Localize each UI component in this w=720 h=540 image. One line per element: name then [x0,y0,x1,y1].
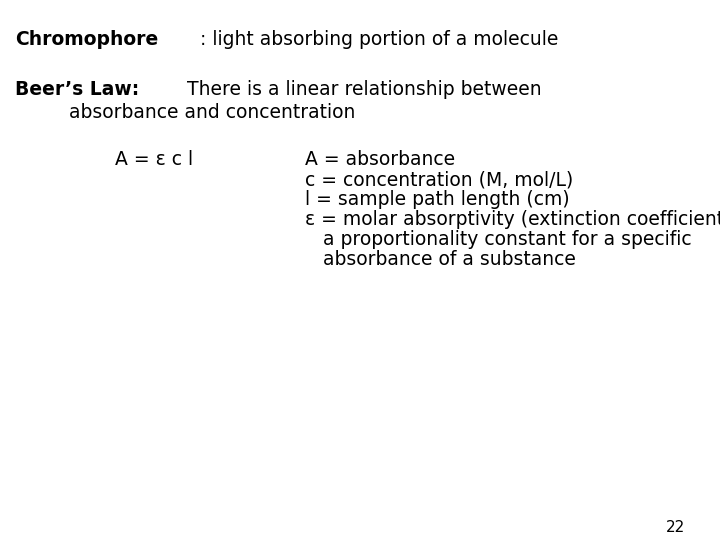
Text: A = ε c l: A = ε c l [85,150,193,169]
Text: Beer’s Law:: Beer’s Law: [15,80,139,99]
Text: c = concentration (M, mol/L): c = concentration (M, mol/L) [305,170,573,189]
Text: l = sample path length (cm): l = sample path length (cm) [305,190,570,209]
Text: 22: 22 [666,520,685,535]
Text: ε = molar absorptivity (extinction coefficient): ε = molar absorptivity (extinction coeff… [305,210,720,229]
Text: There is a linear relationship between: There is a linear relationship between [176,80,542,99]
Text: a proportionality constant for a specific: a proportionality constant for a specifi… [305,230,692,249]
Text: absorbance and concentration: absorbance and concentration [15,103,356,122]
Text: absorbance of a substance: absorbance of a substance [305,250,576,269]
Text: : light absorbing portion of a molecule: : light absorbing portion of a molecule [200,30,558,49]
Text: A = absorbance: A = absorbance [305,150,455,169]
Text: Chromophore: Chromophore [15,30,158,49]
